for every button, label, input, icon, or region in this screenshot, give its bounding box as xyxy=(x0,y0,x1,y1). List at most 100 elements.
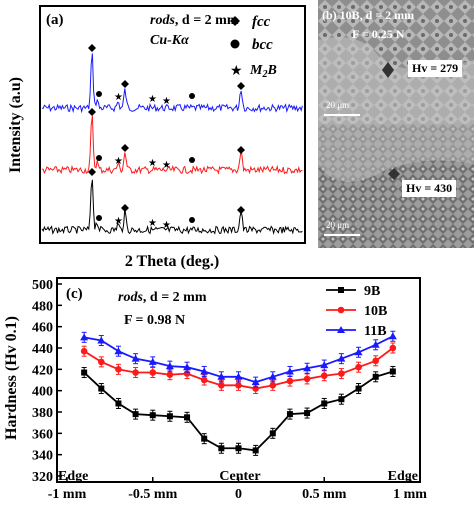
data-point xyxy=(218,382,225,389)
data-point xyxy=(115,366,122,373)
data-point xyxy=(321,400,328,407)
data-point xyxy=(286,411,293,418)
data-point xyxy=(166,413,173,420)
m2b-marker: ★ xyxy=(114,156,123,167)
legend-bcc: bcc xyxy=(252,37,273,53)
hv-top-value: Hv = 279 xyxy=(408,60,463,77)
panel-a-title-line1: rods, d = 2 mm xyxy=(150,13,239,28)
m2b-marker: ★ xyxy=(148,218,157,229)
data-point xyxy=(132,411,139,418)
y-tick-label: 360 xyxy=(32,427,53,442)
data-point xyxy=(269,382,277,389)
data-point xyxy=(251,378,260,386)
micrograph-top-texture xyxy=(318,0,474,124)
bcc-marker xyxy=(189,93,195,99)
data-point xyxy=(98,385,105,392)
m2b-marker: ★ xyxy=(162,96,171,107)
m2b-marker: ★ xyxy=(162,220,171,231)
data-point xyxy=(165,362,174,370)
xrd-trace xyxy=(41,179,303,236)
y-tick-label: 340 xyxy=(32,449,53,464)
x-tick-label: 0.5 mm xyxy=(302,487,347,502)
data-point xyxy=(337,354,346,362)
data-point xyxy=(80,333,89,341)
x-tick-label: -0.5 mm xyxy=(128,487,177,502)
data-point xyxy=(355,385,362,392)
data-point xyxy=(338,370,345,377)
data-point xyxy=(166,371,174,378)
legend-fcc: fcc xyxy=(252,14,271,30)
data-point xyxy=(131,354,140,362)
y-tick-label: 320 xyxy=(32,470,53,485)
data-point xyxy=(268,372,277,380)
center-label: Center xyxy=(219,469,260,484)
data-point xyxy=(389,344,397,352)
data-point xyxy=(252,447,259,454)
data-point xyxy=(201,435,208,442)
data-point xyxy=(371,340,380,348)
m2b-marker: ★ xyxy=(114,216,123,227)
series-group xyxy=(80,330,397,456)
fcc-marker xyxy=(121,144,129,152)
fcc-marker xyxy=(88,168,96,176)
xrd-trace xyxy=(41,53,303,114)
y-tick-label: 400 xyxy=(32,385,53,400)
data-point xyxy=(304,410,311,417)
legend-m2b: M2B xyxy=(249,63,277,80)
xrd-legend: fcc bcc ★ M2B xyxy=(230,14,277,80)
data-point xyxy=(303,364,312,372)
xrd-peak-markers: ★ ★ ★ ★ ★ ★ ★ ★ ★ xyxy=(88,44,245,231)
hardness-panel: 320 340 360 380 400 420 440 460 480 500 -1 mm -0.5… xyxy=(0,268,474,520)
data-point xyxy=(183,363,192,371)
scale-bottom-bar xyxy=(324,234,360,236)
scale-top-text: 20 μm xyxy=(326,100,350,110)
data-point xyxy=(372,357,380,365)
panel-c-annotation-line2: F = 0.98 N xyxy=(124,313,185,328)
fcc-marker xyxy=(237,206,245,214)
data-point xyxy=(320,372,328,380)
fcc-marker xyxy=(88,108,96,116)
panel-a-label: (a) xyxy=(46,12,64,28)
legend-label-11B: 11B xyxy=(364,324,387,339)
data-point xyxy=(184,414,191,421)
bcc-marker xyxy=(189,157,195,163)
data-point xyxy=(388,332,397,340)
xrd-trace xyxy=(41,115,303,175)
data-point xyxy=(115,400,122,407)
xrd-patterns xyxy=(41,53,303,236)
bcc-marker xyxy=(96,91,102,97)
xrd-x-axis-label: 2 Theta (deg.) xyxy=(125,253,219,270)
y-tick-label: 500 xyxy=(32,278,53,293)
micrograph-top: (b) 10B, d = 2 mm F = 0.25 N Hv = 279 20… xyxy=(318,0,474,124)
data-point xyxy=(217,372,226,380)
data-point xyxy=(338,396,345,403)
data-point xyxy=(149,369,157,376)
data-point xyxy=(132,369,139,376)
micrograph-force: F = 0.25 N xyxy=(352,27,405,41)
legend-label-9B: 9B xyxy=(364,284,380,299)
data-point xyxy=(200,367,209,375)
m2b-marker: ★ xyxy=(162,160,171,171)
legend-circle-icon xyxy=(230,39,240,49)
xrd-frame xyxy=(39,5,306,244)
x-tick-label: 0 xyxy=(235,487,242,502)
fcc-marker xyxy=(121,204,129,212)
y-tick-label: 460 xyxy=(32,321,53,336)
y-ticks: 320 340 360 380 400 420 440 460 480 500 xyxy=(32,278,62,485)
data-point xyxy=(200,376,208,384)
edge-left-label: Edge xyxy=(58,469,88,484)
data-point xyxy=(149,412,156,419)
bcc-marker xyxy=(96,215,102,221)
data-point xyxy=(80,347,88,355)
data-point xyxy=(98,358,105,366)
data-point xyxy=(286,377,294,385)
fcc-marker xyxy=(237,82,245,90)
bcc-marker xyxy=(96,155,102,161)
panel-a-title-line2: Cu-Kα xyxy=(150,33,189,48)
scale-bottom-text: 20 μm xyxy=(326,220,350,230)
x-tick-label: -1 mm xyxy=(48,487,87,502)
xrd-y-axis-label: Intensity (a.u) xyxy=(7,77,24,173)
xrd-chart: ★ ★ ★ ★ ★ ★ ★ ★ ★ (a) rods, d = 2 mm Cu-Kα fcc b… xyxy=(7,5,306,270)
y-tick-label: 480 xyxy=(32,299,53,314)
data-point xyxy=(114,347,123,355)
